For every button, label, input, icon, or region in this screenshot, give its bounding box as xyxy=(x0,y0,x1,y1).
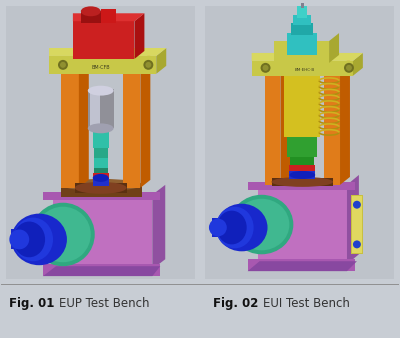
Ellipse shape xyxy=(234,199,289,250)
Ellipse shape xyxy=(88,86,114,96)
Ellipse shape xyxy=(344,63,354,73)
Ellipse shape xyxy=(216,207,254,248)
Text: Fig. 02: Fig. 02 xyxy=(213,297,258,310)
Polygon shape xyxy=(156,48,166,74)
Bar xyxy=(287,33,317,55)
Polygon shape xyxy=(43,266,160,276)
Bar xyxy=(101,9,116,23)
Ellipse shape xyxy=(346,65,352,71)
Text: EUP Test Bench: EUP Test Bench xyxy=(59,297,150,310)
Bar xyxy=(81,11,101,23)
Ellipse shape xyxy=(93,174,109,182)
Bar xyxy=(264,66,280,185)
Bar xyxy=(122,61,140,188)
Ellipse shape xyxy=(217,211,247,244)
Polygon shape xyxy=(79,53,89,188)
Polygon shape xyxy=(140,53,150,188)
Bar xyxy=(212,218,230,237)
Bar xyxy=(90,91,100,126)
Ellipse shape xyxy=(75,182,126,194)
Ellipse shape xyxy=(262,65,268,71)
Ellipse shape xyxy=(209,219,227,237)
Bar xyxy=(61,61,79,188)
Ellipse shape xyxy=(13,218,53,261)
Bar xyxy=(11,230,31,249)
Bar xyxy=(324,66,340,185)
Text: BM·EHC·B: BM·EHC·B xyxy=(294,68,314,72)
Ellipse shape xyxy=(60,62,66,68)
Text: EUI Test Bench: EUI Test Bench xyxy=(262,297,350,310)
Bar xyxy=(248,259,355,271)
Bar xyxy=(290,157,314,165)
Bar xyxy=(284,76,320,137)
Ellipse shape xyxy=(13,222,45,257)
Polygon shape xyxy=(340,58,350,185)
Bar xyxy=(94,148,108,158)
Bar xyxy=(53,195,152,269)
Bar xyxy=(93,173,109,178)
Bar xyxy=(289,171,315,179)
Bar xyxy=(61,185,142,197)
Text: BM·CFB: BM·CFB xyxy=(91,65,110,70)
Bar xyxy=(43,264,160,276)
Ellipse shape xyxy=(88,123,114,133)
Ellipse shape xyxy=(353,201,361,209)
Bar xyxy=(75,183,126,193)
Bar xyxy=(293,15,311,25)
Ellipse shape xyxy=(58,60,68,70)
Bar xyxy=(94,168,108,173)
Bar xyxy=(352,196,362,253)
Ellipse shape xyxy=(11,214,67,265)
Bar xyxy=(248,182,355,190)
Polygon shape xyxy=(49,48,166,56)
Ellipse shape xyxy=(143,60,153,70)
Ellipse shape xyxy=(35,207,91,262)
Bar xyxy=(49,56,156,74)
Polygon shape xyxy=(134,13,144,59)
Text: Fig. 01: Fig. 01 xyxy=(9,297,55,310)
Polygon shape xyxy=(280,58,290,185)
Ellipse shape xyxy=(81,6,101,16)
Polygon shape xyxy=(347,175,359,264)
Polygon shape xyxy=(73,13,144,21)
Polygon shape xyxy=(329,33,339,63)
Bar xyxy=(301,3,304,8)
Bar xyxy=(43,192,160,200)
Polygon shape xyxy=(152,185,165,269)
Polygon shape xyxy=(353,53,363,76)
Bar xyxy=(93,178,109,186)
Ellipse shape xyxy=(31,203,95,266)
Bar xyxy=(272,178,333,186)
Bar xyxy=(88,89,114,128)
Bar xyxy=(289,165,315,171)
Bar xyxy=(6,6,195,279)
Ellipse shape xyxy=(9,230,29,249)
Polygon shape xyxy=(252,53,363,61)
Ellipse shape xyxy=(216,204,268,251)
Bar xyxy=(258,185,347,264)
Ellipse shape xyxy=(289,171,315,179)
Bar xyxy=(291,23,313,35)
Polygon shape xyxy=(248,261,357,271)
Bar xyxy=(205,6,394,279)
Ellipse shape xyxy=(61,179,142,191)
Bar xyxy=(297,6,307,18)
Ellipse shape xyxy=(272,177,333,187)
Bar xyxy=(93,128,109,148)
Bar xyxy=(287,137,317,157)
Bar xyxy=(274,41,329,63)
Bar xyxy=(94,158,108,168)
Bar xyxy=(252,61,353,76)
Ellipse shape xyxy=(145,62,151,68)
Bar xyxy=(351,195,363,254)
Bar xyxy=(73,21,134,59)
Ellipse shape xyxy=(230,195,293,254)
Ellipse shape xyxy=(353,240,361,248)
Ellipse shape xyxy=(260,63,270,73)
